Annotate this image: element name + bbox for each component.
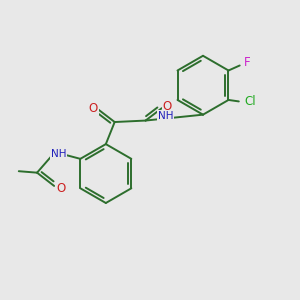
Text: O: O — [88, 102, 98, 115]
Text: O: O — [56, 182, 65, 195]
Text: NH: NH — [158, 111, 173, 121]
Text: F: F — [244, 56, 251, 69]
Text: O: O — [163, 100, 172, 113]
Text: NH: NH — [50, 149, 66, 159]
Text: Cl: Cl — [244, 95, 256, 108]
